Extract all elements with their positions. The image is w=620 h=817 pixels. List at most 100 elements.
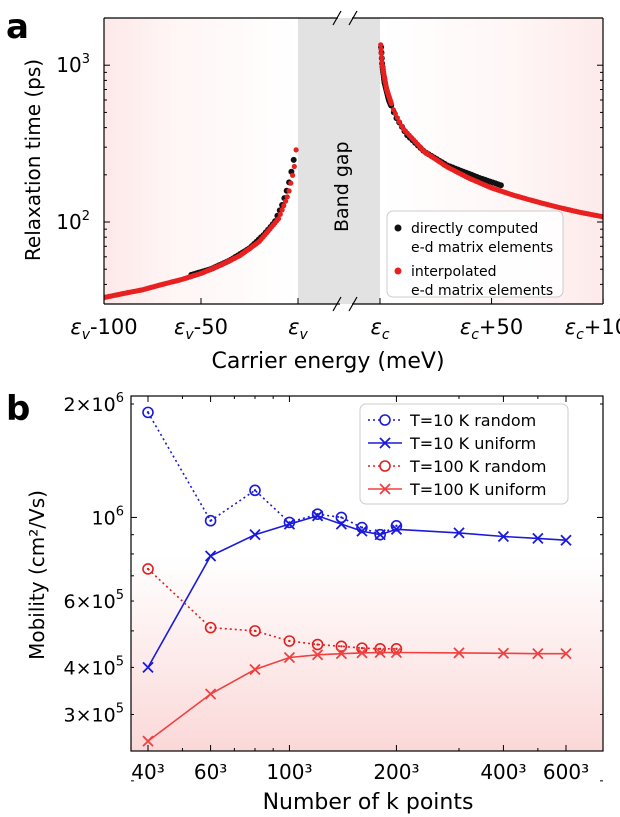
panel-b-series bbox=[142, 406, 572, 747]
series-line bbox=[147, 568, 397, 650]
legend-box bbox=[386, 210, 564, 298]
legend-label: T=100 K uniform bbox=[409, 480, 546, 499]
panel-a-x-label: Carrier energy (meV) bbox=[211, 349, 444, 374]
data-point-circle bbox=[374, 643, 386, 655]
data-point-x bbox=[283, 518, 296, 530]
data-point-circle bbox=[390, 520, 403, 532]
data-point-x bbox=[142, 735, 154, 747]
data-point-dot bbox=[340, 516, 343, 519]
data-point-dot bbox=[378, 647, 382, 651]
data-point-x bbox=[356, 525, 368, 537]
y-tick-label: 2×106 bbox=[64, 391, 124, 416]
data-point-x bbox=[497, 530, 510, 543]
interpolated-point bbox=[291, 163, 297, 170]
data-point-circle bbox=[311, 638, 324, 651]
data-point-x bbox=[283, 651, 296, 664]
data-point-circle bbox=[142, 563, 154, 575]
x-tick-label: 100³ bbox=[266, 760, 312, 784]
data-point-x bbox=[311, 510, 324, 522]
data-point-dot bbox=[209, 626, 212, 629]
panel-a-x-ticks: εv-100 εv-50 εv εc εc+50 εc+100 bbox=[70, 298, 620, 343]
data-point-circle bbox=[204, 621, 217, 634]
interpolated-point bbox=[288, 180, 294, 186]
legend-marker-x bbox=[379, 437, 391, 449]
x-tick-label: εc+50 bbox=[460, 315, 523, 343]
data-point-x bbox=[560, 648, 572, 660]
data-point-dot bbox=[253, 629, 257, 633]
interpolated-point bbox=[379, 55, 385, 61]
data-point-x bbox=[335, 648, 348, 660]
band-gap-region bbox=[298, 18, 380, 304]
y-tick-label: 103 bbox=[56, 52, 90, 77]
x-tick-label: 200³ bbox=[373, 760, 419, 784]
interpolated-point bbox=[392, 111, 398, 117]
data-point-x bbox=[374, 646, 386, 659]
interpolated-point bbox=[378, 46, 384, 52]
interpolated-point bbox=[286, 188, 292, 194]
legend-label: T=100 K random bbox=[409, 457, 546, 476]
panel-b-legend: T=10 K random T=10 K uniform T=100 K rando… bbox=[359, 403, 569, 505]
panel-a: Band gap 102 103 εv-100 εv-50 εv εc εc+50 εc+1… bbox=[21, 10, 620, 374]
data-point-x bbox=[204, 688, 217, 700]
panel-a-points bbox=[104, 42, 603, 301]
interpolated-point bbox=[290, 172, 296, 178]
y-tick-label: 4×105 bbox=[64, 654, 124, 679]
data-point-circle bbox=[390, 643, 403, 655]
panel-b-frame bbox=[130, 395, 604, 752]
band-gap-label: Band gap bbox=[331, 141, 353, 232]
panel-label-b: b bbox=[6, 389, 30, 429]
data-point-dot bbox=[395, 524, 398, 528]
data-point-dot bbox=[253, 489, 257, 492]
data-point-x bbox=[204, 550, 217, 562]
data-point-x bbox=[335, 518, 348, 530]
interpolated-point bbox=[283, 198, 289, 204]
x-tick-label: εc+100 bbox=[565, 315, 620, 343]
data-point-x bbox=[390, 646, 403, 659]
interpolated-point bbox=[394, 115, 400, 121]
interpolated-point bbox=[599, 214, 603, 220]
data-point-x bbox=[374, 529, 386, 541]
panel-b-x-ticks: 40³ 60³ 100³ 200³ 400³ 600³ bbox=[131, 396, 589, 784]
data-point-circle bbox=[249, 625, 261, 637]
x-tick-label: εc bbox=[370, 315, 389, 343]
data-point-x bbox=[142, 661, 154, 674]
data-point-x bbox=[453, 527, 465, 539]
x-tick-label: 400³ bbox=[480, 760, 526, 784]
direct-point bbox=[497, 182, 504, 189]
data-point-dot bbox=[340, 645, 343, 648]
data-point-dot bbox=[146, 567, 150, 571]
legend-interpolated-line1: interpolated bbox=[411, 264, 497, 280]
legend-marker-direct bbox=[394, 224, 402, 232]
data-point-x bbox=[532, 648, 544, 660]
data-point-circle bbox=[356, 521, 368, 534]
interpolated-point bbox=[284, 194, 290, 200]
interpolated-point bbox=[276, 216, 282, 222]
axis-break-mark bbox=[332, 10, 342, 26]
data-point-x bbox=[497, 647, 510, 659]
x-tick-label: εv-50 bbox=[174, 315, 228, 343]
x-tick-label: 40³ bbox=[131, 760, 164, 784]
axis-break-mark bbox=[332, 296, 342, 312]
panel-label-a: a bbox=[6, 7, 29, 47]
interpolated-point bbox=[396, 119, 402, 125]
axis-break-mark bbox=[348, 296, 358, 312]
legend-marker-x bbox=[379, 483, 391, 495]
legend-interpolated-line2: e-d matrix elements bbox=[411, 283, 553, 299]
direct-point bbox=[290, 156, 297, 163]
data-point-x bbox=[560, 534, 572, 546]
interpolated-point bbox=[388, 101, 394, 107]
legend-label: T=10 K uniform bbox=[409, 434, 536, 453]
data-point-circle bbox=[249, 484, 261, 497]
y-tick-label: 6×105 bbox=[64, 588, 124, 613]
panel-b-x-label: Number of k points bbox=[263, 790, 474, 815]
interpolated-point bbox=[281, 203, 287, 209]
panel-b-y-label: Mobility (cm²/Vs) bbox=[25, 490, 49, 660]
data-point-dot bbox=[209, 519, 212, 522]
interpolated-point bbox=[277, 211, 283, 217]
data-point-dot bbox=[360, 526, 364, 529]
legend-marker-circle bbox=[379, 460, 391, 472]
data-point-dot bbox=[360, 646, 364, 650]
data-point-x bbox=[249, 529, 261, 541]
